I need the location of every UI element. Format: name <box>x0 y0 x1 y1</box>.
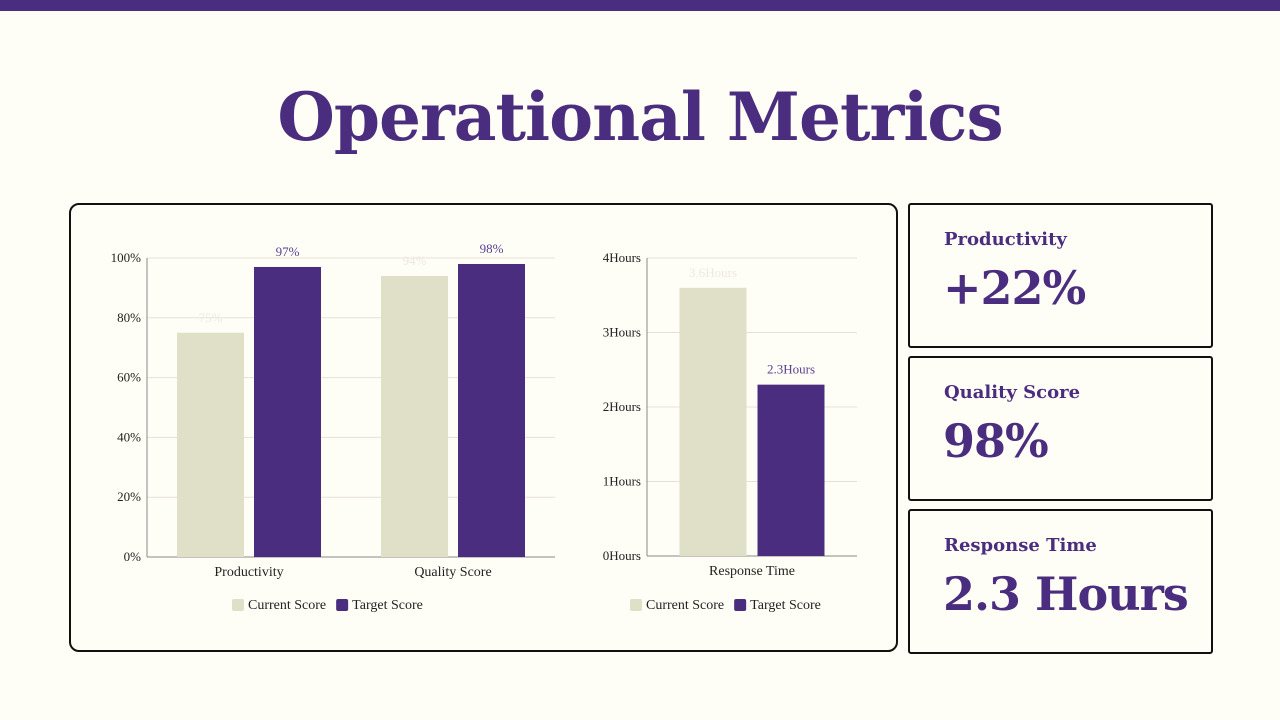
kpi-card-quality: Quality Score 98% <box>908 356 1213 501</box>
y-tick-label: 100% <box>111 250 142 265</box>
data-label: 2.3Hours <box>767 362 815 377</box>
bar-target-score <box>757 384 825 556</box>
data-label: 94% <box>403 253 427 268</box>
x-tick-label: Response Time <box>709 564 795 579</box>
bar-current-score <box>679 287 747 556</box>
kpi-label: Quality Score <box>944 382 1081 403</box>
kpi-label: Productivity <box>944 229 1067 250</box>
top-accent-bar <box>0 0 1280 11</box>
legend-label: Target Score <box>750 598 821 613</box>
data-label: 97% <box>276 244 300 259</box>
legend-swatch <box>232 599 244 611</box>
data-label: 3.6Hours <box>689 265 737 280</box>
bar-target-score <box>254 266 321 557</box>
legend-swatch <box>630 599 642 611</box>
legend-swatch <box>336 599 349 611</box>
kpi-label: Response Time <box>944 535 1097 556</box>
y-tick-label: 40% <box>117 429 141 444</box>
bar-target-score <box>458 263 525 557</box>
kpi-card-productivity: Productivity +22% <box>908 203 1213 348</box>
y-tick-label: 2Hours <box>603 399 641 414</box>
y-tick-label: 1Hours <box>603 474 641 489</box>
page-title: Operational Metrics <box>277 78 1003 156</box>
y-tick-label: 0% <box>124 549 142 564</box>
legend-swatch <box>734 599 747 611</box>
y-tick-label: 0Hours <box>603 548 641 563</box>
y-tick-label: 80% <box>117 310 141 325</box>
kpi-value: 98% <box>943 414 1049 468</box>
data-label: 98% <box>480 241 504 256</box>
bar-current-score <box>177 332 244 557</box>
data-label: 75% <box>199 310 223 325</box>
y-tick-label: 3Hours <box>603 325 641 340</box>
bar-current-score <box>381 275 448 557</box>
legend-label: Current Score <box>248 598 326 613</box>
legend-label: Target Score <box>352 598 423 613</box>
legend-label: Current Score <box>646 598 724 613</box>
x-tick-label: Quality Score <box>414 565 491 580</box>
kpi-card-response-time: Response Time 2.3 Hours <box>908 509 1213 654</box>
y-tick-label: 60% <box>117 370 141 385</box>
y-tick-label: 4Hours <box>603 250 641 265</box>
kpi-value: +22% <box>943 261 1086 315</box>
y-tick-label: 20% <box>117 489 141 504</box>
kpi-value: 2.3 Hours <box>943 567 1189 621</box>
x-tick-label: Productivity <box>214 565 283 580</box>
